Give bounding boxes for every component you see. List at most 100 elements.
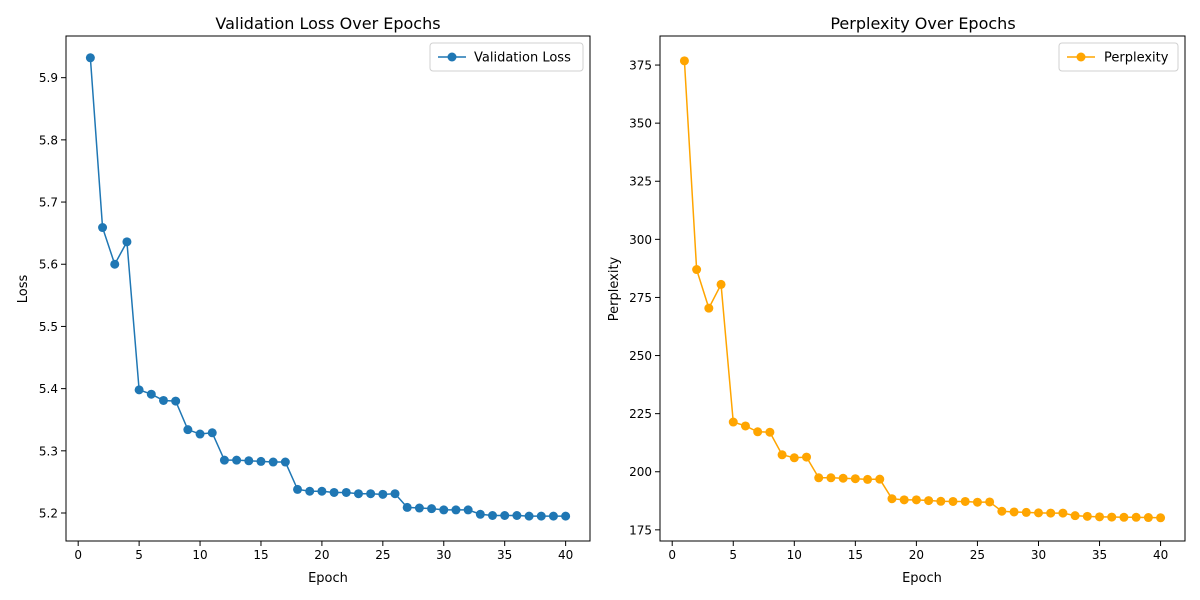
data-point xyxy=(1070,511,1080,521)
data-point xyxy=(244,456,254,466)
x-tick-label: 10 xyxy=(192,548,207,562)
x-tick-label: 30 xyxy=(1031,548,1046,562)
x-tick-label: 30 xyxy=(436,548,451,562)
legend-label: Validation Loss xyxy=(474,51,571,66)
y-axis-label: Perplexity xyxy=(607,256,622,321)
data-point xyxy=(1021,507,1031,517)
y-tick-label: 5.9 xyxy=(39,71,58,85)
x-tick-label: 10 xyxy=(787,548,802,562)
data-point xyxy=(341,487,351,497)
y-tick-label: 5.4 xyxy=(39,382,58,396)
data-point xyxy=(378,489,388,499)
x-tick-label: 5 xyxy=(135,548,143,562)
data-point xyxy=(171,396,181,406)
perplexity-chart: Perplexity Over Epochs 0 5 10 15 20 25 30 35 40 … xyxy=(607,14,1186,586)
data-point xyxy=(366,489,376,499)
data-point xyxy=(1033,508,1043,518)
data-point xyxy=(207,428,217,438)
y-tick-label: 5.7 xyxy=(39,196,58,210)
x-tick-label: 20 xyxy=(314,548,329,562)
data-point xyxy=(1119,512,1129,522)
x-tick-label: 5 xyxy=(729,548,737,562)
data-point xyxy=(146,389,156,399)
y-tick-label: 5.2 xyxy=(39,507,58,521)
chart-title: Validation Loss Over Epochs xyxy=(215,14,440,33)
y-tick-label: 325 xyxy=(629,175,652,189)
data-point xyxy=(85,53,95,63)
data-point xyxy=(838,473,848,483)
data-point xyxy=(1009,507,1019,517)
data-point xyxy=(911,495,921,505)
data-point xyxy=(899,495,909,505)
data-point xyxy=(936,496,946,506)
data-point xyxy=(740,421,750,431)
x-axis-label: Epoch xyxy=(308,571,348,586)
data-point xyxy=(985,497,995,507)
data-point xyxy=(1082,511,1092,521)
x-tick-label: 40 xyxy=(558,548,573,562)
data-point xyxy=(704,303,714,313)
data-point xyxy=(924,496,934,506)
data-point xyxy=(536,511,546,521)
data-point xyxy=(158,395,168,405)
x-tick-label: 35 xyxy=(497,548,512,562)
legend: Validation Loss xyxy=(429,42,584,72)
x-tick-label: 25 xyxy=(970,548,985,562)
data-point xyxy=(414,503,424,513)
data-point xyxy=(826,473,836,483)
data-point xyxy=(524,511,534,521)
legend-box xyxy=(429,42,584,72)
legend-label: Perplexity xyxy=(1104,51,1169,66)
data-point xyxy=(960,496,970,506)
data-point xyxy=(353,489,363,499)
data-point xyxy=(195,429,205,439)
data-point xyxy=(1107,512,1117,522)
x-tick-label: 0 xyxy=(668,548,676,562)
data-point xyxy=(850,474,860,484)
y-tick-label: 5.3 xyxy=(39,444,58,458)
x-tick-label: 15 xyxy=(848,548,863,562)
y-tick-label: 225 xyxy=(629,407,652,421)
data-point xyxy=(439,505,449,515)
data-point xyxy=(789,453,799,463)
data-point xyxy=(110,259,120,269)
data-point xyxy=(293,484,303,494)
data-point xyxy=(692,265,702,275)
x-axis-label: Epoch xyxy=(902,571,942,586)
data-point xyxy=(98,223,108,233)
series-line xyxy=(89,57,566,517)
data-point xyxy=(402,502,412,512)
data-point xyxy=(765,427,775,437)
data-point xyxy=(280,457,290,467)
data-point xyxy=(1156,513,1166,523)
x-tick-label: 35 xyxy=(1092,548,1107,562)
legend-marker xyxy=(1076,52,1086,62)
x-tick-label: 25 xyxy=(375,548,390,562)
plot-frame xyxy=(659,35,1186,542)
y-tick-label: 5.6 xyxy=(39,258,58,272)
legend-marker xyxy=(447,52,457,62)
data-point xyxy=(972,497,982,507)
y-ticks: 175 200 225 250 275 300 325 350 375 xyxy=(629,59,660,537)
data-point xyxy=(451,505,461,515)
data-point xyxy=(753,427,763,437)
y-tick-label: 200 xyxy=(629,465,652,479)
data-point xyxy=(1046,508,1056,518)
series-line xyxy=(683,60,1161,519)
x-tick-label: 0 xyxy=(74,548,82,562)
data-point xyxy=(488,511,498,521)
x-ticks: 0 5 10 15 20 25 30 35 40 xyxy=(668,541,1168,562)
data-point xyxy=(122,237,132,247)
y-tick-label: 350 xyxy=(629,117,652,131)
data-point xyxy=(256,456,266,466)
data-point xyxy=(814,473,824,483)
chart-title: Perplexity Over Epochs xyxy=(830,14,1015,33)
series-validation-loss xyxy=(85,53,571,521)
y-tick-label: 275 xyxy=(629,291,652,305)
legend: Perplexity xyxy=(1058,42,1179,72)
data-point xyxy=(863,474,873,484)
x-tick-label: 40 xyxy=(1153,548,1168,562)
data-point xyxy=(219,455,229,465)
data-point xyxy=(1143,513,1153,523)
